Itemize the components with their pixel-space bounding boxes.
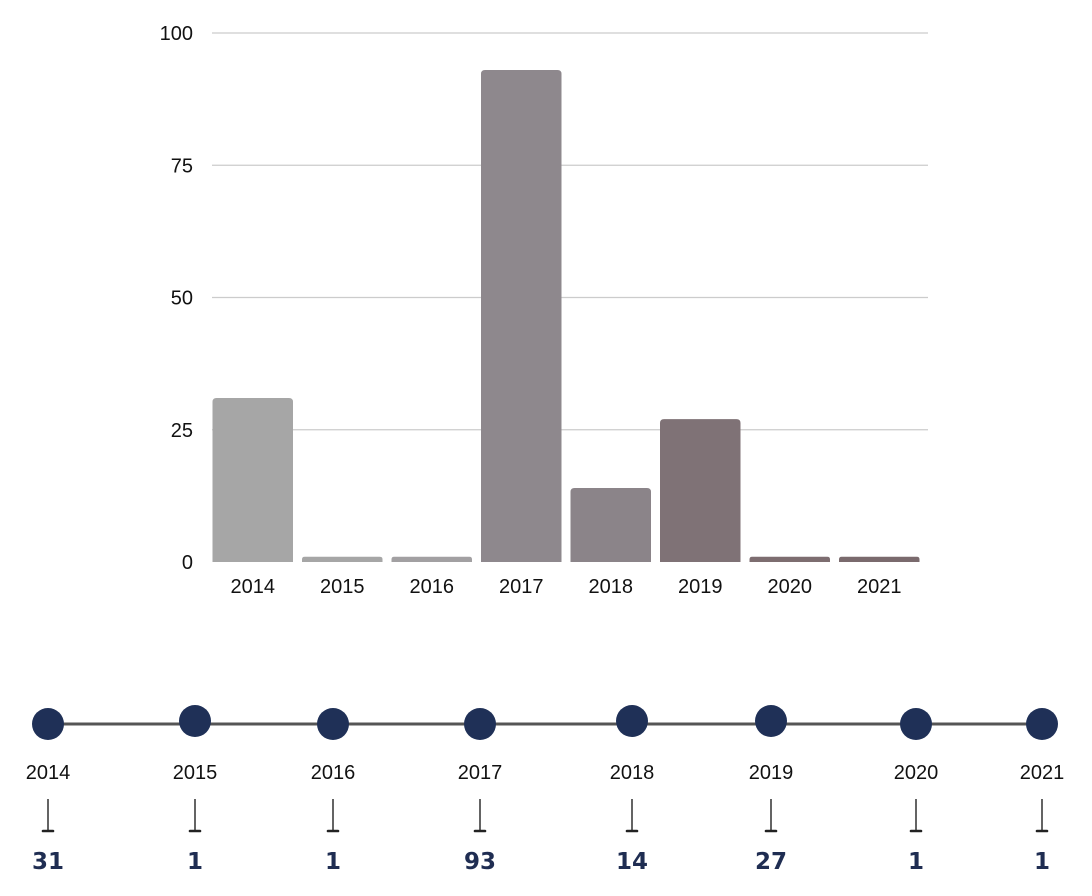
x-tick-label: 2017: [499, 576, 544, 598]
x-tick-label: 2019: [678, 576, 723, 598]
timeline-marker: [755, 705, 787, 737]
timeline-year-label: 2016: [311, 762, 356, 784]
timeline-year-label: 2015: [173, 762, 218, 784]
bar-2020: [749, 556, 830, 562]
y-tick-label: 75: [171, 155, 193, 177]
timeline-value-label: 1: [187, 849, 203, 875]
bar-2019: [660, 419, 741, 562]
x-tick-label: 2015: [320, 576, 365, 598]
timeline-year-label: 2019: [749, 762, 794, 784]
x-tick-label: 2016: [410, 576, 455, 598]
timeline-marker: [179, 705, 211, 737]
timeline-value-label: 14: [616, 849, 648, 875]
bar-2021: [839, 556, 920, 562]
timeline-year-label: 2014: [26, 762, 71, 784]
y-tick-label: 50: [171, 288, 193, 310]
timeline-value-label: 1: [1034, 849, 1050, 875]
bars: [212, 70, 920, 562]
timeline-marker: [464, 708, 496, 740]
timeline-value-label: 1: [908, 849, 924, 875]
timeline-value-label: 93: [464, 849, 496, 875]
timeline-value-label: 1: [325, 849, 341, 875]
timeline-marker: [616, 705, 648, 737]
x-tick-label: 2021: [857, 576, 902, 598]
bar-2016: [391, 556, 472, 562]
y-axis-ticks: 0 25 50 75 100: [160, 23, 193, 574]
timeline: 2014 31 2015 1 2016 1 2017 93 2018 14 2019 27 2020 1 2…: [26, 705, 1065, 875]
timeline-year-label: 2020: [894, 762, 939, 784]
bar-2017: [481, 70, 562, 562]
x-tick-label: 2020: [768, 576, 813, 598]
x-axis-ticks: 2014 2015 2016 2017 2018 2019 2020 2021: [231, 576, 902, 598]
timeline-marker: [900, 708, 932, 740]
timeline-marker: [317, 708, 349, 740]
timeline-marker: [32, 708, 64, 740]
timeline-value-label: 31: [32, 849, 64, 875]
bar-2015: [302, 556, 383, 562]
y-tick-label: 0: [182, 552, 193, 574]
bar-2014: [212, 398, 293, 562]
x-tick-label: 2018: [589, 576, 634, 598]
gridlines: [212, 32, 928, 431]
timeline-value-label: 27: [755, 849, 787, 875]
bar-2018: [570, 487, 651, 562]
x-tick-label: 2014: [231, 576, 276, 598]
timeline-year-label: 2017: [458, 762, 503, 784]
timeline-year-label: 2021: [1020, 762, 1065, 784]
timeline-year-label: 2018: [610, 762, 655, 784]
y-tick-label: 25: [171, 420, 193, 442]
y-tick-label: 100: [160, 23, 193, 45]
timeline-marker: [1026, 708, 1058, 740]
